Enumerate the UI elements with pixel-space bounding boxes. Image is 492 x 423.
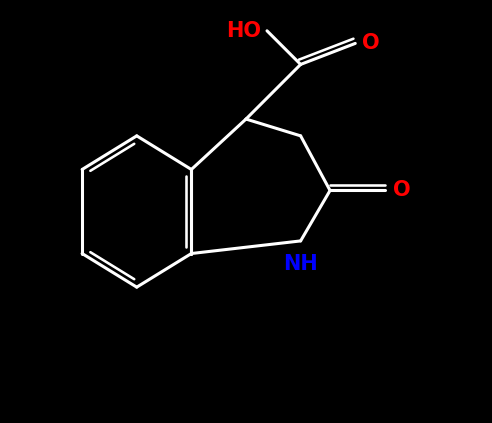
Text: NH: NH [283,253,318,274]
Text: HO: HO [226,21,261,41]
Text: O: O [362,33,379,53]
Text: O: O [393,181,411,201]
